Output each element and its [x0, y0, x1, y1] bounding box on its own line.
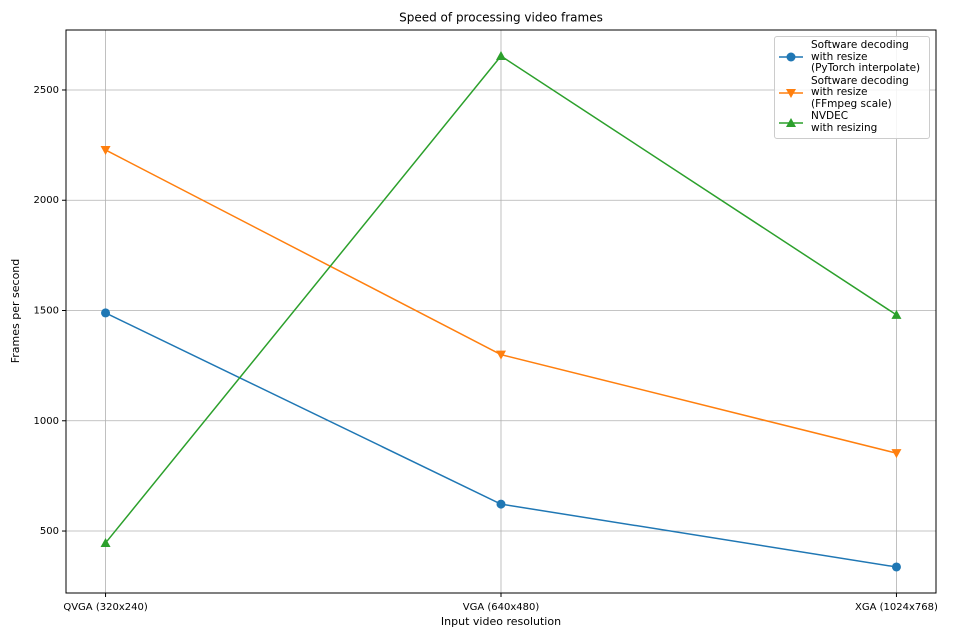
x-tick-label: QVGA (320x240) — [63, 602, 147, 613]
legend: Software decoding with resize (PyTorch i… — [774, 36, 930, 139]
legend-label: NVDEC with resizing — [811, 110, 878, 134]
y-tick-label: 2500 — [34, 85, 59, 96]
y-axis-label: Frames per second — [9, 259, 22, 364]
y-tick-label: 1500 — [34, 306, 59, 317]
marker — [891, 449, 902, 459]
marker — [786, 88, 796, 98]
legend-entry: Software decoding with resize (FFmpeg sc… — [775, 74, 929, 111]
y-tick-label: 1000 — [34, 416, 59, 427]
x-tick-label: VGA (640x480) — [463, 602, 540, 613]
legend-swatch — [779, 52, 803, 62]
chart-title: Speed of processing video frames — [399, 11, 603, 25]
legend-entry: Software decoding with resize (PyTorch i… — [775, 39, 929, 75]
marker — [891, 309, 902, 319]
y-tick-label: 500 — [40, 526, 59, 537]
legend-swatch — [779, 88, 803, 98]
legend-label: Software decoding with resize (PyTorch i… — [811, 39, 921, 74]
marker — [786, 117, 796, 127]
legend-swatch — [779, 117, 803, 127]
marker — [101, 308, 111, 318]
marker — [100, 145, 111, 155]
y-tick-label: 2000 — [34, 195, 59, 206]
legend-entry: NVDEC with resizing — [775, 110, 929, 134]
marker — [496, 51, 506, 61]
marker — [891, 562, 901, 572]
x-tick-label: XGA (1024x768) — [855, 602, 938, 613]
marker — [496, 350, 506, 360]
legend-label: Software decoding with resize (FFmpeg sc… — [811, 74, 909, 110]
marker — [100, 537, 111, 547]
plot-frame — [65, 29, 937, 594]
marker — [786, 52, 796, 62]
x-axis-label: Input video resolution — [441, 615, 561, 628]
marker — [496, 499, 506, 509]
